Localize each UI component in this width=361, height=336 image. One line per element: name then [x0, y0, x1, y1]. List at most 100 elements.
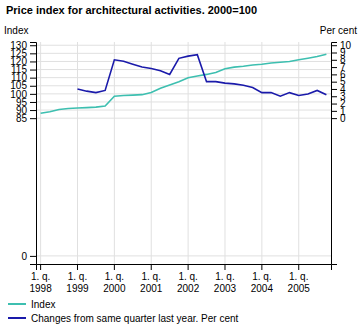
tick: 1. q.2004 [251, 264, 274, 294]
title: Price index for architectural activities… [6, 4, 257, 16]
legend-item: Changes from same quarter last year. Per… [8, 313, 239, 324]
tick-mark [331, 82, 337, 83]
tick-mark [331, 60, 337, 61]
grid-line [36, 85, 331, 86]
tick-label: 1. q.1998 [29, 271, 52, 294]
grid-line [36, 110, 331, 111]
tick-label: 10 [340, 40, 352, 51]
tick-label-line: 2001 [140, 283, 163, 294]
tick-label: 1. q.2004 [251, 271, 274, 294]
tick-label-line: 1998 [29, 283, 52, 294]
tick-label-line: 1. q. [289, 271, 308, 282]
tick: 1. q.2003 [214, 264, 237, 294]
legend-swatch [8, 317, 26, 319]
tick-mark [30, 118, 36, 119]
tick-label-line: 2000 [103, 283, 126, 294]
chart: Price index for architectural activities… [0, 0, 361, 336]
x-axis: 1. q.19981. q.19991. q.20001. q.20011. q… [29, 264, 331, 294]
tick-label: 1. q.1999 [66, 271, 89, 294]
tick-label-line: 1. q. [178, 271, 197, 282]
tick-mark [331, 53, 337, 54]
tick-label: 1. q.2003 [214, 271, 237, 294]
tick-mark [77, 264, 78, 270]
grid-line [36, 255, 331, 256]
tick-label-line: 1. q. [215, 271, 234, 282]
tick-label: 1. q.2000 [103, 271, 126, 294]
tick-mark [331, 96, 337, 97]
tick-mark [30, 53, 36, 54]
tick-label: 1. q.2002 [177, 271, 200, 294]
series-line [77, 55, 326, 97]
tick-label-line: 1. q. [105, 271, 124, 282]
tick: 130 [10, 40, 36, 51]
tick-label-line: 1. q. [68, 271, 87, 282]
tick-mark [331, 104, 337, 105]
tick: 1. q.2002 [177, 264, 200, 294]
grid-line [36, 69, 331, 70]
axis-line [332, 43, 338, 265]
tick-label-line: 2003 [214, 283, 237, 294]
tick-mark [331, 89, 337, 90]
tick-label: 1. q.2001 [140, 271, 163, 294]
tick: 10 [331, 40, 352, 51]
y-axis: 0859095100105110115120125130 [10, 40, 36, 265]
tick-mark [188, 264, 189, 270]
tick-mark [30, 110, 36, 111]
tick-label-line: 1. q. [31, 271, 50, 282]
tick-mark [224, 264, 225, 270]
grid-line [151, 42, 152, 264]
tick-mark [30, 70, 36, 71]
tick-label-line: 1999 [66, 283, 89, 294]
tick-mark [30, 94, 36, 95]
y2-axis-title: Per cent [320, 25, 357, 36]
series-line [41, 54, 327, 113]
axis-line [37, 265, 332, 271]
tick: 1. q.1998 [29, 264, 52, 294]
grid-line [188, 42, 189, 264]
grid-line [36, 45, 331, 46]
tick-label-line: 2004 [251, 283, 274, 294]
tick-mark [331, 67, 337, 68]
tick: 0 [21, 251, 36, 262]
tick: 1. q.1999 [66, 264, 89, 294]
grid-line [36, 77, 331, 78]
tick-mark [40, 264, 41, 270]
tick-mark [331, 118, 337, 119]
legend: Index Changes from same quarter last year… [8, 299, 239, 324]
grid-line [40, 42, 41, 264]
tick-label: 0 [21, 251, 27, 262]
tick-mark [30, 45, 36, 46]
tick: 1. q.2001 [140, 264, 163, 294]
tick-label-line: 2005 [288, 283, 311, 294]
grid-line [114, 42, 115, 264]
tick-mark [261, 264, 262, 270]
legend-item: Index [8, 299, 55, 310]
tick-label-line: 1. q. [142, 271, 161, 282]
tick-mark [30, 61, 36, 62]
tick-mark [331, 111, 337, 112]
tick-mark [114, 264, 115, 270]
grid-line [36, 118, 331, 119]
tick-mark [30, 78, 36, 79]
y2-axis: 012345678910 [331, 40, 352, 265]
tick-mark [30, 256, 36, 257]
tick-label-line: 1. q. [252, 271, 271, 282]
tick-label: 130 [10, 40, 27, 51]
grid-line [224, 42, 225, 264]
tick-mark [151, 264, 152, 270]
grid-line [36, 101, 331, 102]
grid [36, 42, 331, 264]
grid-line [298, 42, 299, 264]
plot: 0859095100105110115120125130 012345678910… [4, 25, 357, 294]
grid-line [261, 42, 262, 264]
legend-swatch [8, 303, 26, 305]
lines [41, 54, 327, 113]
legend-label: Index [31, 299, 55, 310]
tick-label-line: 2002 [177, 283, 200, 294]
grid-line [77, 42, 78, 264]
tick-mark [331, 74, 337, 75]
tick-label: 1. q.2005 [288, 271, 311, 294]
axis-line [30, 43, 37, 265]
tick-mark [30, 102, 36, 103]
tick: 1. q.2005 [288, 264, 311, 294]
